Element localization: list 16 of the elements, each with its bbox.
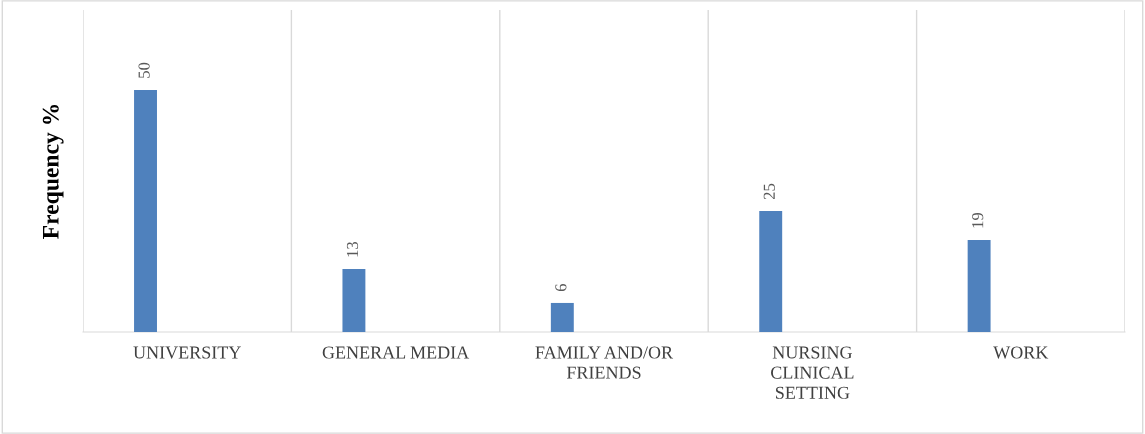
bar <box>550 302 574 332</box>
bar <box>967 240 991 332</box>
bar <box>759 210 783 332</box>
x-tick-label: NURSING CLINICAL SETTING <box>771 346 854 399</box>
data-label: 6 <box>555 284 567 292</box>
x-tick-label: WORK <box>993 346 1049 359</box>
data-label: 50 <box>138 62 150 78</box>
x-tick-label: FAMILY AND/OR FRIENDS <box>535 346 674 379</box>
x-tick-label: UNIVERSITY <box>133 346 241 359</box>
x-tick-label: GENERAL MEDIA <box>322 346 470 359</box>
bar <box>342 269 366 332</box>
data-label: 25 <box>763 183 775 200</box>
y-axis-title: Frequency % <box>42 104 64 239</box>
bar <box>134 89 157 332</box>
data-label: 13 <box>346 241 359 257</box>
data-label: 19 <box>972 212 984 228</box>
